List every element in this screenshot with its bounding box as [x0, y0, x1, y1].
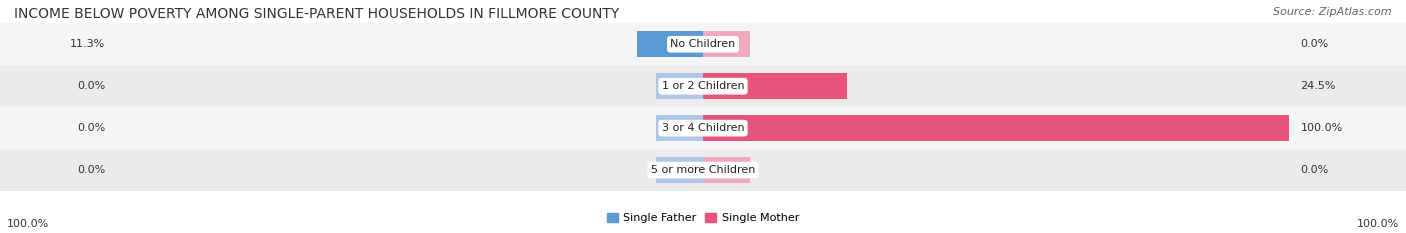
Text: 0.0%: 0.0%: [77, 165, 105, 175]
Text: 0.0%: 0.0%: [77, 81, 105, 91]
Text: 100.0%: 100.0%: [1357, 219, 1399, 229]
Bar: [657, 115, 703, 141]
Text: 3 or 4 Children: 3 or 4 Children: [662, 123, 744, 133]
Text: 0.0%: 0.0%: [1301, 39, 1329, 49]
Text: 0.0%: 0.0%: [77, 123, 105, 133]
Bar: [0, 23, 1406, 65]
Bar: [0, 149, 1406, 191]
Text: 1 or 2 Children: 1 or 2 Children: [662, 81, 744, 91]
Text: 24.5%: 24.5%: [1301, 81, 1336, 91]
Legend: Single Father, Single Mother: Single Father, Single Mother: [602, 208, 804, 227]
Text: 5 or more Children: 5 or more Children: [651, 165, 755, 175]
Bar: [657, 73, 703, 99]
Text: No Children: No Children: [671, 39, 735, 49]
Bar: [657, 157, 703, 183]
Text: 100.0%: 100.0%: [1301, 123, 1343, 133]
Text: 0.0%: 0.0%: [1301, 165, 1329, 175]
Text: INCOME BELOW POVERTY AMONG SINGLE-PARENT HOUSEHOLDS IN FILLMORE COUNTY: INCOME BELOW POVERTY AMONG SINGLE-PARENT…: [14, 7, 619, 21]
Bar: [703, 73, 846, 99]
Bar: [703, 31, 749, 57]
Bar: [0, 107, 1406, 149]
Bar: [703, 115, 1289, 141]
Text: 100.0%: 100.0%: [7, 219, 49, 229]
Bar: [0, 65, 1406, 107]
Bar: [637, 31, 703, 57]
Text: 11.3%: 11.3%: [70, 39, 105, 49]
Text: Source: ZipAtlas.com: Source: ZipAtlas.com: [1274, 7, 1392, 17]
Bar: [703, 157, 749, 183]
